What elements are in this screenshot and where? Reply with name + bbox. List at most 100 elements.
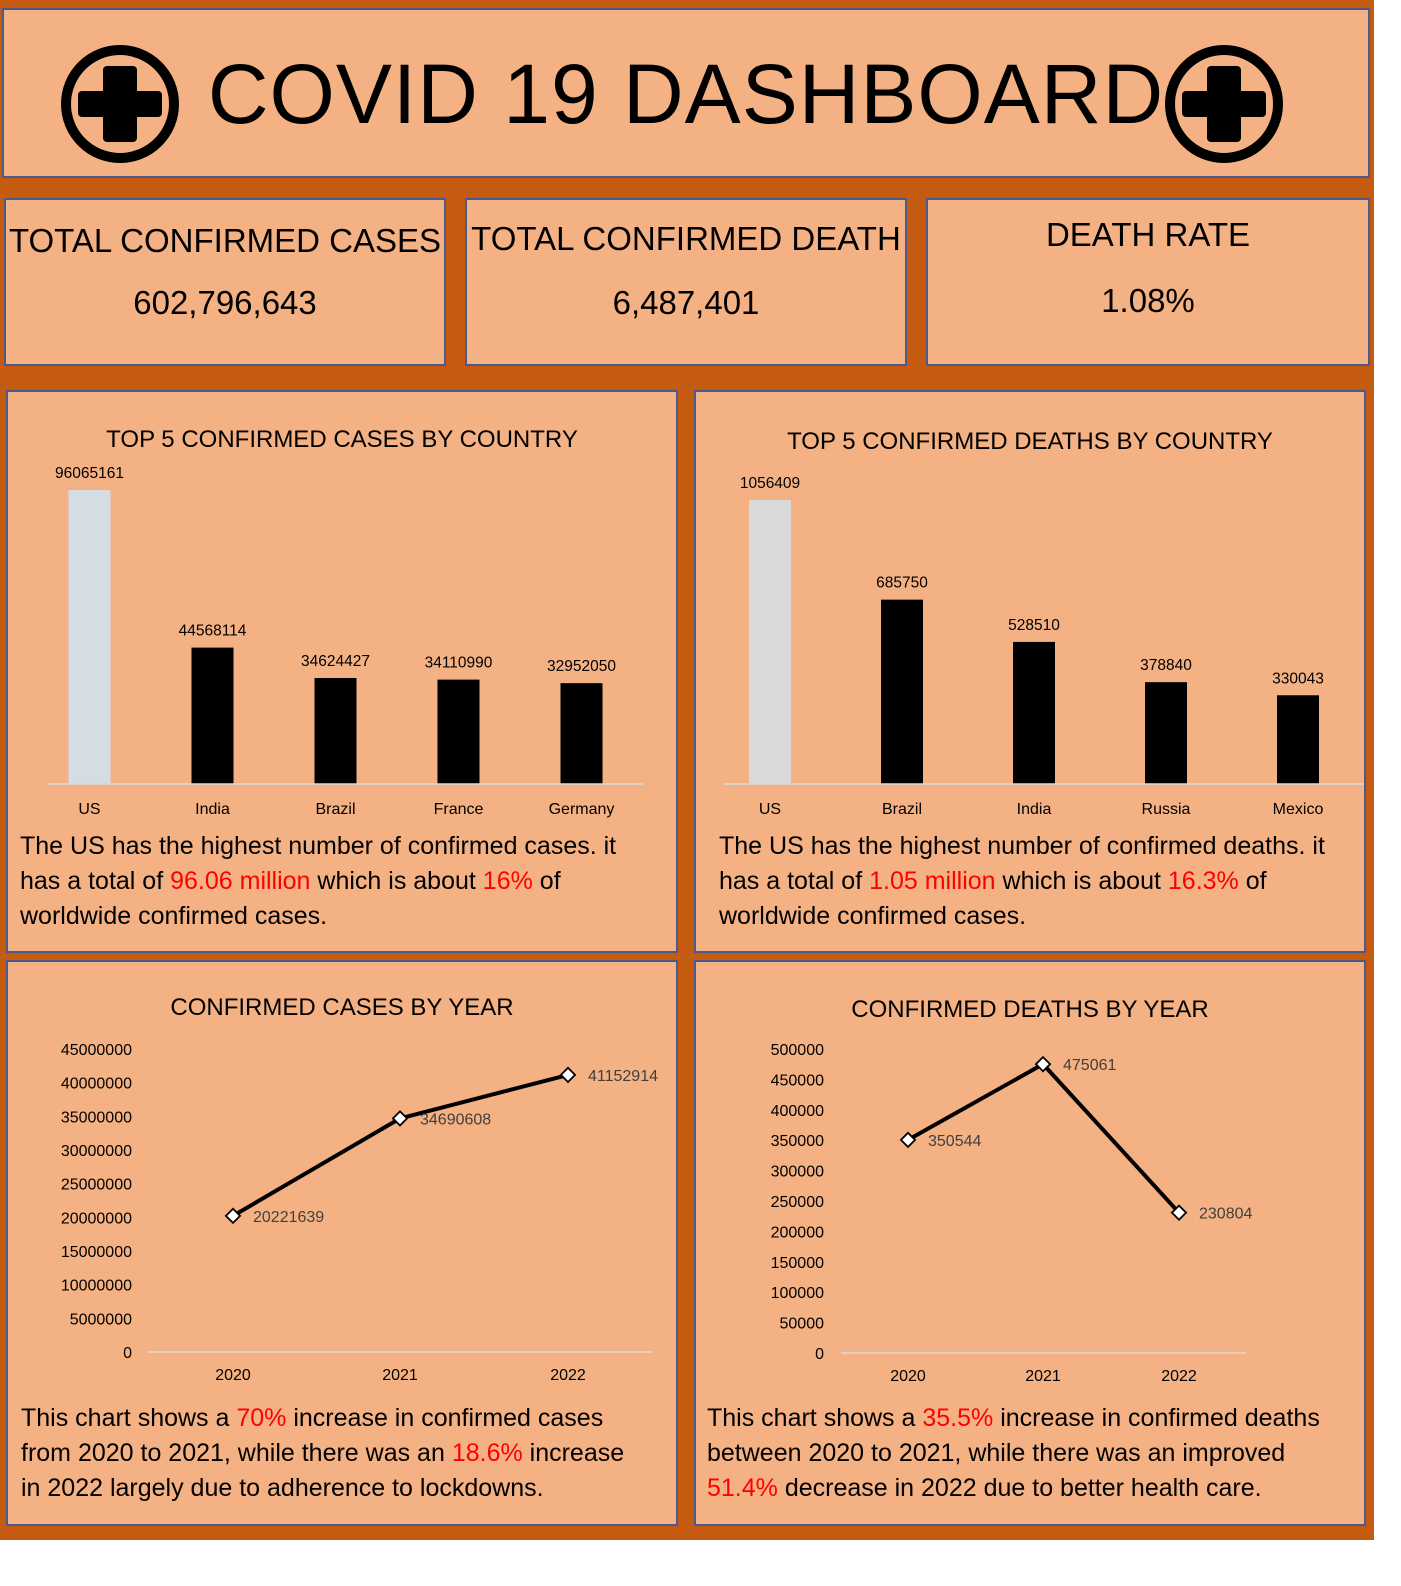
bar	[314, 678, 357, 784]
data-label: 44568114	[179, 623, 247, 640]
highlighted-stat: 35.5%	[922, 1404, 994, 1432]
plus-circle-icon	[61, 45, 179, 163]
description-text: which is about	[310, 867, 483, 895]
x-tick-label: 2022	[550, 1367, 586, 1384]
y-tick-label: 0	[123, 1345, 132, 1362]
x-tick-label: France	[434, 801, 484, 818]
top-deaths-bar-chart: 1056409 US 685750 Brazil 528510 India 378840 Ru…	[724, 475, 1364, 818]
y-tick-label: 450000	[771, 1072, 824, 1089]
bar	[68, 490, 111, 784]
data-point	[224, 1207, 242, 1225]
data-label: 475061	[1063, 1057, 1116, 1074]
chart-panel-top-cases: TOP 5 CONFIRMED CASES BY COUNTRY 9606516…	[6, 390, 678, 953]
description-text: increase in confirmed cases	[286, 1404, 604, 1432]
y-tick-label: 35000000	[61, 1109, 132, 1126]
kpi-card-total-deaths: TOTAL CONFIRMED DEATH 6,487,401	[465, 198, 907, 366]
bar	[1277, 695, 1319, 784]
bar	[749, 500, 791, 784]
bar	[437, 679, 480, 784]
description-text: from 2020 to 2021, while there was an	[21, 1439, 452, 1467]
description-line: The US has the highest number of confirm…	[20, 829, 616, 864]
data-label: 20221639	[253, 1209, 324, 1226]
kpi-label: TOTAL CONFIRMED CASES	[8, 222, 442, 259]
chart-description: The US has the highest number of confirm…	[20, 829, 616, 934]
x-tick-label: Russia	[1142, 801, 1191, 818]
kpi-value: 1.08%	[1101, 282, 1195, 319]
highlighted-stat: 16%	[482, 867, 533, 895]
description-line: worldwide confirmed cases.	[719, 899, 1325, 934]
data-label: 330043	[1272, 670, 1324, 687]
page-title: COVID 19 DASHBOARD	[207, 47, 1165, 141]
bar	[881, 599, 923, 784]
y-tick-label: 30000000	[61, 1143, 132, 1160]
chart-panel-deaths-by-year: CONFIRMED DEATHS BY YEAR 0 50000 100000 150…	[694, 960, 1366, 1526]
description-text: decrease in 2022 due to better health ca…	[777, 1474, 1262, 1502]
y-tick-label: 5000000	[70, 1311, 132, 1328]
chart-description: This chart shows a 35.5% increase in con…	[707, 1401, 1320, 1506]
highlighted-stat: 18.6%	[451, 1439, 523, 1467]
description-line: This chart shows a 70% increase in confi…	[21, 1401, 624, 1436]
x-tick-label: Brazil	[882, 801, 922, 818]
description-text: worldwide confirmed cases.	[20, 902, 328, 930]
chart-title: TOP 5 CONFIRMED DEATHS BY COUNTRY	[787, 428, 1273, 455]
data-point	[1034, 1055, 1052, 1073]
data-point	[1170, 1204, 1188, 1222]
data-label: 378840	[1140, 657, 1192, 674]
y-tick-label: 400000	[771, 1103, 824, 1120]
description-text: worldwide confirmed cases.	[719, 902, 1027, 930]
series-line	[231, 1072, 569, 1218]
chart-panel-top-deaths: TOP 5 CONFIRMED DEATHS BY COUNTRY 105640…	[694, 390, 1366, 953]
description-text: has a total of	[20, 867, 171, 895]
description-text: The US has the highest number of confirm…	[20, 832, 617, 860]
x-tick-label: India	[195, 801, 230, 818]
chart-title: CONFIRMED CASES BY YEAR	[170, 994, 514, 1021]
description-text: of	[532, 867, 561, 895]
description-text: The US has the highest number of confirm…	[719, 832, 1325, 860]
data-label: 34690608	[420, 1111, 491, 1128]
y-tick-label: 200000	[771, 1224, 824, 1241]
data-label: 32952050	[547, 658, 616, 675]
chart-description: The US has the highest number of confirm…	[719, 829, 1325, 934]
bar	[191, 647, 234, 784]
y-tick-label: 10000000	[61, 1278, 132, 1295]
bar	[1013, 641, 1055, 784]
data-point	[559, 1066, 577, 1084]
x-tick-label: US	[78, 801, 100, 818]
description-text: which is about	[995, 867, 1168, 895]
description-text: increase	[522, 1439, 625, 1467]
data-label: 528510	[1008, 617, 1060, 634]
data-label: 685750	[876, 575, 928, 592]
deaths-by-year-line-chart: 0 50000 100000 150000 200000 250000 300000 3500…	[771, 1042, 1253, 1385]
x-tick-label: India	[1017, 801, 1052, 818]
description-line: has a total of 1.05 million which is abo…	[719, 864, 1325, 899]
kpi-card-death-rate: DEATH RATE 1.08%	[926, 198, 1370, 366]
y-tick-label: 350000	[771, 1133, 824, 1150]
highlighted-stat: 96.06 million	[170, 867, 311, 895]
description-text: increase in confirmed deaths	[993, 1404, 1320, 1432]
kpi-card-total-cases: TOTAL CONFIRMED CASES 602,796,643	[4, 198, 446, 366]
x-tick-label: 2022	[1161, 1368, 1197, 1385]
data-label: 34624427	[301, 653, 370, 670]
description-line: 51.4% decrease in 2022 due to better hea…	[707, 1471, 1320, 1506]
x-tick-label: 2021	[382, 1367, 418, 1384]
y-tick-label: 40000000	[61, 1076, 132, 1093]
description-text: This chart shows a	[21, 1404, 237, 1432]
y-tick-label: 150000	[771, 1255, 824, 1272]
y-tick-label: 500000	[771, 1042, 824, 1059]
chart-panel-cases-by-year: CONFIRMED CASES BY YEAR 0 5000000 10000000…	[6, 960, 678, 1526]
data-point	[391, 1110, 409, 1127]
x-tick-label: 2020	[890, 1368, 926, 1385]
kpi-label: TOTAL CONFIRMED DEATH	[471, 220, 901, 257]
description-text: has a total of	[719, 867, 870, 895]
x-tick-label: Brazil	[315, 801, 355, 818]
data-label: 350544	[928, 1133, 981, 1150]
data-label: 96065161	[55, 465, 124, 482]
y-tick-label: 250000	[771, 1194, 824, 1211]
x-tick-label: Germany	[549, 801, 615, 818]
data-label: 41152914	[588, 1068, 658, 1085]
y-tick-label: 20000000	[61, 1210, 132, 1227]
y-tick-label: 45000000	[61, 1042, 132, 1059]
description-text: in 2022 largely due to adherence to lock…	[21, 1474, 544, 1502]
description-line: has a total of 96.06 million which is ab…	[20, 864, 616, 899]
kpi-label: DEATH RATE	[1045, 216, 1251, 253]
